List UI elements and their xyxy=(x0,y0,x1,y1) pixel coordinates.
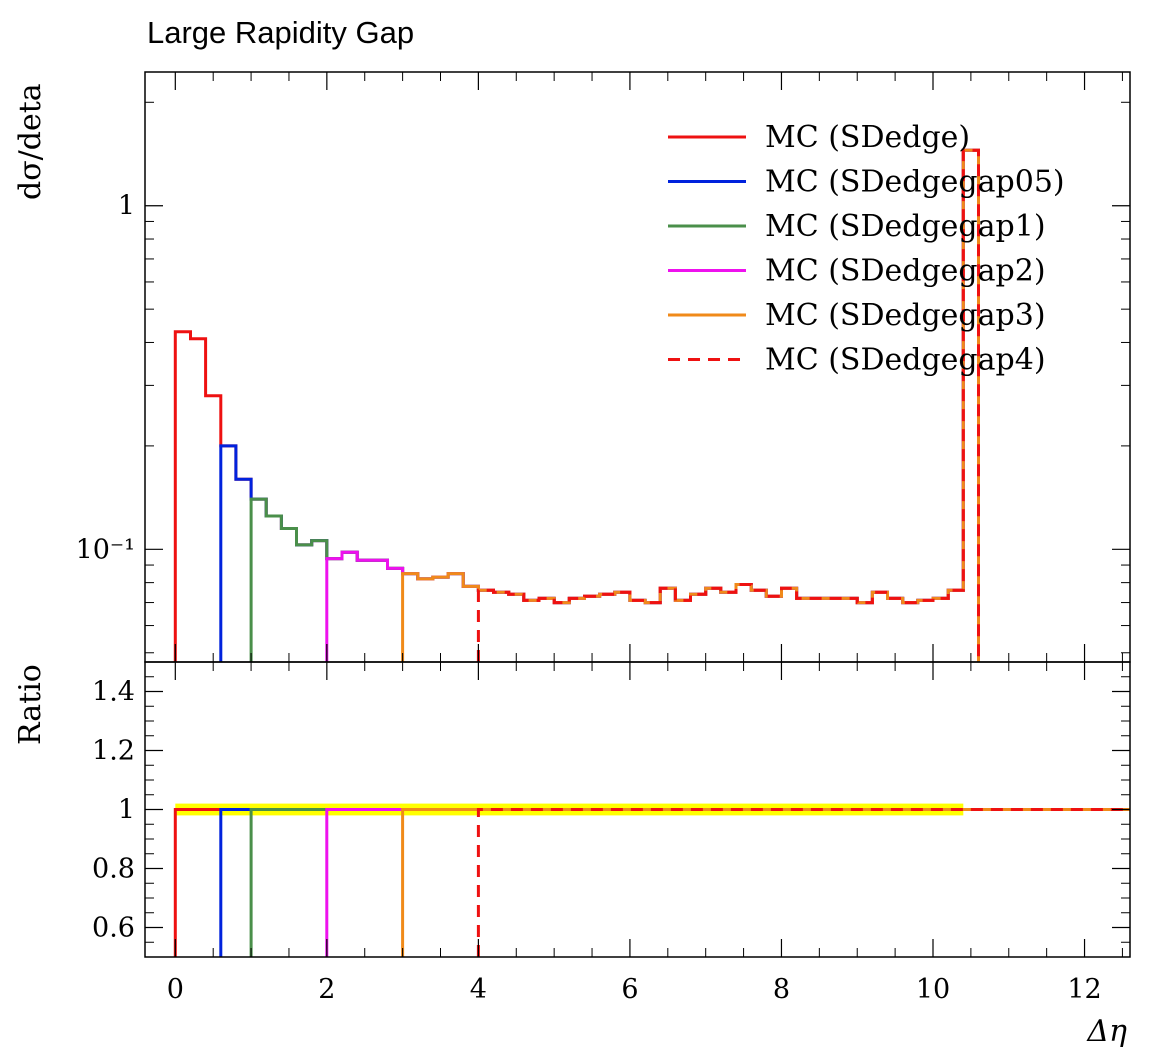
ratio-line-0 xyxy=(173,808,1130,957)
x-tick-label: 12 xyxy=(1067,974,1101,1005)
x-axis-label: Δη xyxy=(1086,1014,1127,1049)
legend-label: MC (SDedgegap3) xyxy=(765,298,1046,333)
ratio-line-2 xyxy=(249,808,1130,957)
ratio-tick-label: 0.8 xyxy=(92,854,135,885)
legend-label: MC (SDedge) xyxy=(765,120,970,155)
y-axis-label: dσ/deta xyxy=(13,83,48,200)
legend-label: MC (SDedgegap1) xyxy=(765,209,1046,244)
ratio-line-1 xyxy=(219,808,1130,957)
ratio-tick-label: 1.2 xyxy=(92,736,135,767)
legend-entry: MC (SDedgegap2) xyxy=(668,254,1046,289)
ratio-line-3 xyxy=(325,808,1130,957)
legend-entry: MC (SDedgegap4) xyxy=(668,343,1046,378)
x-tick-label: 4 xyxy=(470,974,487,1005)
ratio-series-layer xyxy=(173,808,1130,957)
x-tick-label: 8 xyxy=(773,974,790,1005)
x-tick-label: 0 xyxy=(167,974,184,1005)
legend-label: MC (SDedgegap2) xyxy=(765,254,1046,289)
ratio-tick-label: 1.4 xyxy=(92,677,135,708)
legend-entry: MC (SDedgegap05) xyxy=(668,165,1065,200)
x-tick-label: 6 xyxy=(621,974,638,1005)
tick-layer: 0 2 4 6 8 10 12 1 10⁻¹ 0.6 0.8 1 1.2 1.4 xyxy=(76,72,1130,1005)
ratio-tick-label: 1 xyxy=(118,795,135,826)
legend-label: MC (SDedgegap4) xyxy=(765,343,1046,378)
legend: MC (SDedge) MC (SDedgegap05) MC (SDedgegap… xyxy=(668,120,1065,378)
ratio-tick-label: 0.6 xyxy=(92,913,135,944)
legend-label: MC (SDedgegap05) xyxy=(765,165,1065,200)
legend-entry: MC (SDedgegap3) xyxy=(668,298,1046,333)
ratio-line-4 xyxy=(401,808,1130,957)
series-line-5 xyxy=(476,148,980,662)
x-tick-label: 10 xyxy=(916,974,950,1005)
legend-entry: MC (SDedge) xyxy=(668,120,970,155)
ratio-line-5 xyxy=(476,808,1130,957)
x-tick-label: 2 xyxy=(318,974,335,1005)
y-tick-label: 1 xyxy=(118,191,135,222)
chart-title: Large Rapidity Gap xyxy=(147,15,414,50)
legend-entry: MC (SDedgegap1) xyxy=(668,209,1046,244)
y-tick-label: 10⁻¹ xyxy=(76,534,135,565)
series-layer xyxy=(173,148,980,662)
ratio-axis-label: Ratio xyxy=(13,664,48,745)
